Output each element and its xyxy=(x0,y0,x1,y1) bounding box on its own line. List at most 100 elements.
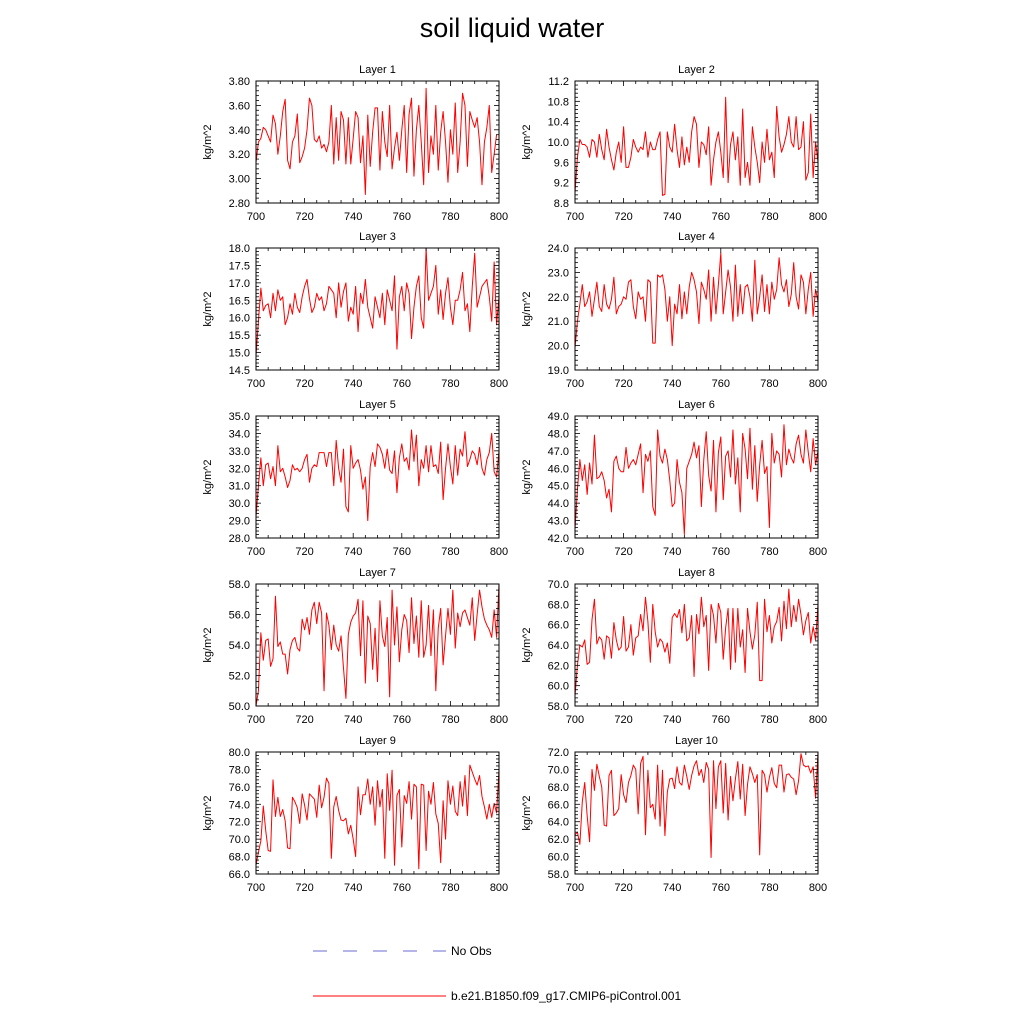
x-tick-label: 720 xyxy=(295,546,313,558)
panel-title: Layer 6 xyxy=(678,399,715,411)
x-tick-label: 700 xyxy=(566,714,584,726)
y-tick-label: 62.0 xyxy=(548,834,569,846)
x-tick-label: 760 xyxy=(393,882,411,894)
y-tick-label: 3.80 xyxy=(229,76,250,88)
x-tick-label: 700 xyxy=(247,882,265,894)
y-tick-label: 19.0 xyxy=(548,365,569,377)
figure-title: soil liquid water xyxy=(419,13,605,43)
series-line xyxy=(255,87,498,195)
y-tick-label: 30.0 xyxy=(229,498,250,510)
y-tick-label: 10.0 xyxy=(548,137,569,149)
x-tick-label: 800 xyxy=(809,714,827,726)
x-tick-label: 780 xyxy=(441,882,459,894)
x-tick-label: 800 xyxy=(490,546,508,558)
x-tick-label: 700 xyxy=(247,211,265,223)
y-tick-label: 35.0 xyxy=(229,411,250,423)
y-tick-label: 70.0 xyxy=(229,834,250,846)
x-tick-label: 760 xyxy=(393,211,411,223)
x-tick-label: 800 xyxy=(809,211,827,223)
y-tick-label: 64.0 xyxy=(548,640,569,652)
panel-1: Layer 1 700 720 740 760 780 800 2.80 3.00 3.20 3.4… xyxy=(202,64,508,223)
x-tick-label: 800 xyxy=(809,378,827,390)
x-tick-label: 740 xyxy=(344,882,362,894)
y-tick-label: 74.0 xyxy=(229,799,250,811)
y-tick-label: 70.0 xyxy=(548,579,569,591)
x-tick-label: 720 xyxy=(614,211,632,223)
panel-7: Layer 7 700 720 740 760 780 800 50.0 52.0 54.0 56.… xyxy=(202,567,508,726)
y-tick-label: 48.0 xyxy=(548,428,569,440)
y-tick-label: 17.5 xyxy=(229,260,250,272)
panel-3: Layer 3 700 720 740 760 780 800 14.5 15.0 15.5 16.… xyxy=(202,231,508,390)
y-tick-label: 60.0 xyxy=(548,681,569,693)
panel-title: Layer 10 xyxy=(675,735,718,747)
x-tick-label: 740 xyxy=(344,714,362,726)
x-tick-label: 760 xyxy=(393,378,411,390)
y-tick-label: 10.8 xyxy=(548,96,569,108)
y-tick-label: 64.0 xyxy=(548,817,569,829)
y-tick-label: 9.2 xyxy=(554,178,569,190)
y-axis-label: kg/m^2 xyxy=(521,795,533,830)
y-tick-label: 52.0 xyxy=(229,671,250,683)
x-tick-label: 720 xyxy=(295,378,313,390)
y-axis-label: kg/m^2 xyxy=(202,291,214,326)
y-tick-label: 24.0 xyxy=(548,243,569,255)
y-tick-label: 76.0 xyxy=(229,782,250,794)
panel-9: Layer 9 700 720 740 760 780 800 66.0 68.0 70.0 72.… xyxy=(202,735,508,894)
y-tick-label: 31.0 xyxy=(229,481,250,493)
x-tick-label: 720 xyxy=(295,882,313,894)
series-line xyxy=(255,429,500,522)
x-tick-label: 720 xyxy=(295,211,313,223)
plot-frame xyxy=(255,415,500,539)
y-tick-label: 20.0 xyxy=(548,341,569,353)
x-tick-label: 740 xyxy=(663,882,681,894)
y-tick-label: 72.0 xyxy=(548,747,569,759)
legend: No Obs b.e21.B1850.f09_g17.CMIP6-piContro… xyxy=(313,944,681,1003)
y-tick-label: 3.20 xyxy=(229,149,250,161)
panel-8: Layer 8 700 720 740 760 780 800 58.0 60.0 62.0 64.… xyxy=(521,567,827,726)
panel-10: Layer 10 700 720 740 760 780 800 58.0 60.0 62.0 64… xyxy=(521,735,827,894)
y-tick-label: 32.0 xyxy=(229,463,250,475)
y-axis-label: kg/m^2 xyxy=(521,124,533,159)
y-tick-label: 21.0 xyxy=(548,316,569,328)
y-tick-label: 66.0 xyxy=(548,799,569,811)
plot-frame xyxy=(255,583,500,707)
x-tick-label: 700 xyxy=(247,378,265,390)
x-tick-label: 700 xyxy=(247,714,265,726)
x-tick-label: 760 xyxy=(712,211,730,223)
y-tick-label: 43.0 xyxy=(548,516,569,528)
y-tick-label: 15.5 xyxy=(229,330,250,342)
y-tick-label: 80.0 xyxy=(229,747,250,759)
series-line xyxy=(574,252,819,349)
panel-6: Layer 6 700 720 740 760 780 800 42.0 43.0 44.0 45.… xyxy=(521,399,827,558)
x-tick-label: 740 xyxy=(663,546,681,558)
y-tick-label: 56.0 xyxy=(229,610,250,622)
y-tick-label: 3.00 xyxy=(229,174,250,186)
y-tick-label: 11.2 xyxy=(548,76,569,88)
y-tick-label: 16.5 xyxy=(229,295,250,307)
x-tick-label: 760 xyxy=(712,714,730,726)
x-tick-label: 740 xyxy=(663,211,681,223)
x-tick-label: 780 xyxy=(441,714,459,726)
y-axis-label: kg/m^2 xyxy=(521,627,533,662)
plot-frame xyxy=(574,583,819,707)
x-tick-label: 780 xyxy=(441,211,459,223)
x-tick-label: 740 xyxy=(663,378,681,390)
x-tick-label: 700 xyxy=(566,882,584,894)
series-line xyxy=(574,96,819,196)
x-tick-label: 760 xyxy=(393,714,411,726)
x-tick-label: 780 xyxy=(760,882,778,894)
y-tick-label: 9.6 xyxy=(554,157,569,169)
series-line xyxy=(255,764,500,870)
y-tick-label: 15.0 xyxy=(229,348,250,360)
plot-frame xyxy=(255,751,500,875)
x-tick-label: 700 xyxy=(566,378,584,390)
y-tick-label: 68.0 xyxy=(548,599,569,611)
x-tick-label: 780 xyxy=(760,211,778,223)
plot-frame xyxy=(574,80,819,204)
y-tick-label: 46.0 xyxy=(548,463,569,475)
y-tick-label: 47.0 xyxy=(548,446,569,458)
panel-title: Layer 1 xyxy=(359,64,396,76)
panel-2: Layer 2 700 720 740 760 780 800 8.8 9.2 9.6 10.0 10… xyxy=(521,64,827,223)
y-tick-label: 68.0 xyxy=(548,782,569,794)
